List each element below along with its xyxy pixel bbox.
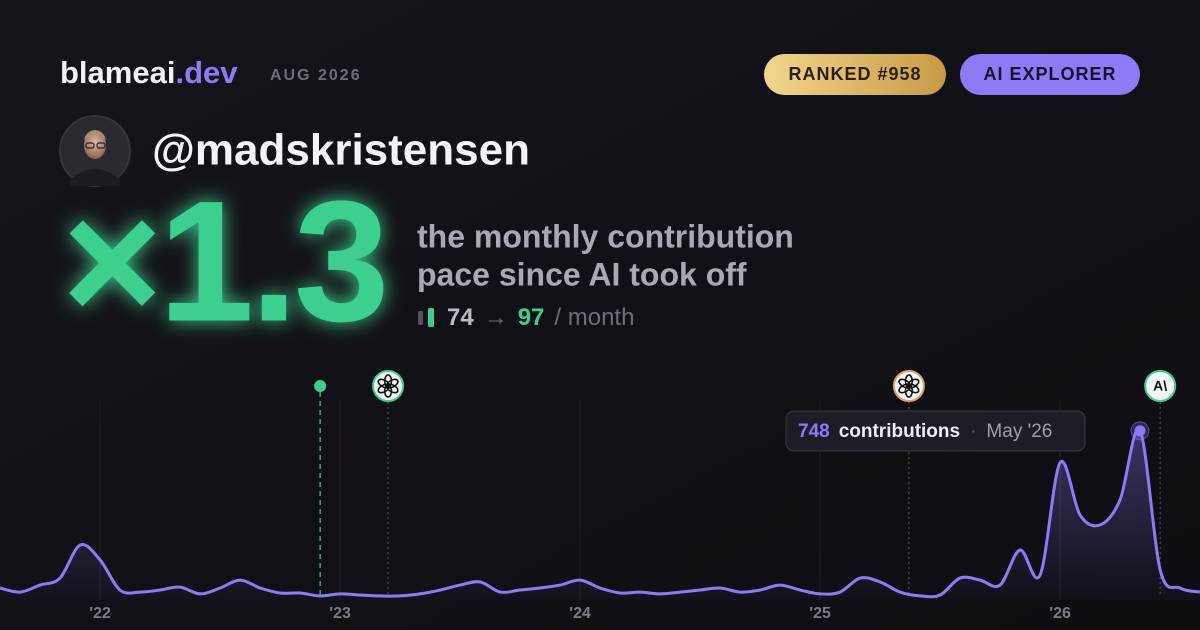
tier-badge: AI EXPLORER	[983, 64, 1116, 84]
event-dot	[314, 380, 327, 392]
brand: blameai.dev	[60, 55, 238, 90]
brand-suffix: .dev	[175, 55, 238, 90]
date: AUG 2026	[270, 67, 362, 84]
line	[0, 427, 1200, 599]
handle: @madskristensen	[152, 126, 530, 175]
multiplier: ×1.3	[62, 165, 386, 357]
x-tick-label: '24	[569, 605, 591, 622]
rank-badge: RANKED #958	[788, 64, 921, 84]
tooltip-value: 748	[798, 421, 830, 442]
tier-badge-bg	[960, 54, 1140, 95]
x-tick-label: '25	[809, 605, 831, 622]
pace-icon	[428, 308, 434, 327]
after: 97	[518, 304, 545, 331]
area	[0, 429, 1200, 600]
x-tick-label: '23	[329, 605, 351, 622]
event-label: A\	[1153, 378, 1167, 394]
event-icon	[892, 370, 925, 402]
tooltip-date: May '26	[986, 421, 1052, 442]
before: 74	[447, 304, 474, 331]
peak-dot	[1134, 425, 1146, 437]
chart: '22 '23 '24 '25 '26 A\ 748 contributions · May '2…	[0, 370, 1200, 622]
pace-icon	[418, 311, 423, 325]
tooltip-bg	[785, 410, 1086, 452]
arrow: →	[484, 304, 508, 331]
rank-badge-bg	[764, 54, 946, 95]
tooltip-label: contributions	[839, 421, 960, 442]
openai-petal	[377, 378, 391, 389]
tooltip: 748 contributions · May '26	[785, 410, 1086, 452]
description-line: pace since AI took off	[417, 256, 747, 292]
openai-petal	[898, 378, 911, 389]
description-line: the monthly contribution	[417, 218, 794, 254]
tooltip-sep: ·	[970, 421, 976, 442]
x-tick-label: '26	[1049, 605, 1071, 622]
pace: 74 → 97 / month	[447, 304, 634, 331]
unit: / month	[554, 304, 634, 331]
brand-name: blameai	[60, 55, 175, 90]
tooltip-text: 748 contributions · May '26	[798, 421, 1052, 442]
x-tick-label: '22	[89, 605, 111, 622]
event-icon	[372, 370, 405, 402]
avatar	[59, 115, 131, 187]
event-icon	[1144, 370, 1177, 402]
